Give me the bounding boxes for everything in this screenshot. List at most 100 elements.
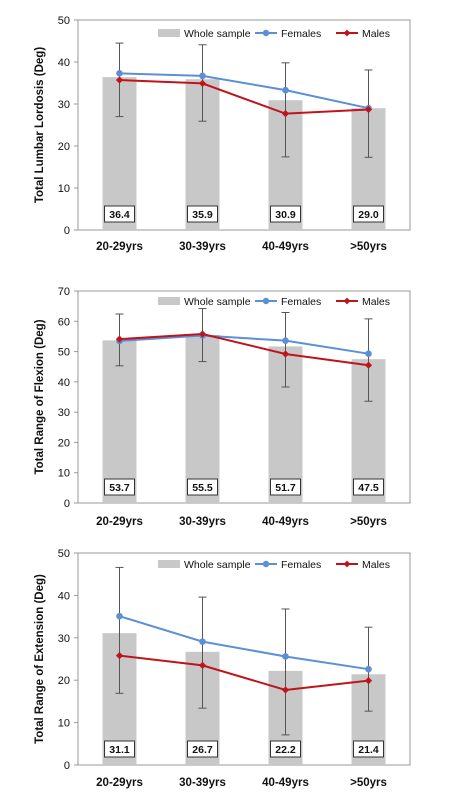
y-tick-label: 10: [58, 468, 70, 480]
y-tick-label: 60: [58, 316, 70, 328]
value-label: 22.2: [275, 744, 296, 756]
series-line-males: [119, 332, 369, 367]
x-tick-label: 20-29yrs: [96, 516, 143, 528]
value-label: 26.7: [192, 744, 213, 756]
legend-label-females: Females: [281, 28, 321, 40]
series-line-males: [119, 79, 369, 115]
point-females: [199, 638, 206, 645]
value-label: 29.0: [358, 209, 379, 221]
y-axis-label: Total Range of Extension (Deg): [34, 574, 46, 744]
x-tick-label: 40-49yrs: [262, 516, 309, 528]
legend-marker-females: [262, 297, 270, 305]
y-tick-label: 20: [58, 437, 70, 449]
x-tick-label: 30-39yrs: [179, 241, 226, 253]
y-tick-label: 40: [58, 57, 70, 69]
y-tick-label: 30: [58, 633, 70, 645]
value-label-box: [353, 205, 384, 223]
chart-lumbar-lordosis: 36.4 35.9 30.9 29.0 0 10 20 30 40 50 20-29yrs 30-39…: [34, 15, 411, 253]
y-tick-label: 30: [58, 99, 70, 111]
x-tick-label: 20-29yrs: [96, 241, 143, 253]
legend-marker-males: [343, 560, 351, 568]
point-males: [281, 110, 290, 118]
y-tick-label: 50: [58, 347, 70, 359]
x-tick-label: 40-49yrs: [262, 241, 309, 253]
plot-frame: [77, 552, 411, 766]
value-label: 36.4: [109, 209, 130, 221]
point-females: [282, 653, 289, 660]
series-line-females: [119, 615, 369, 671]
y-tick-label: 40: [58, 377, 70, 389]
x-tick-label: 30-39yrs: [179, 516, 226, 528]
point-males: [364, 105, 373, 114]
series-line-males: [119, 654, 369, 691]
legend-label-females: Females: [281, 559, 321, 571]
bar-3039yrs: [185, 334, 220, 503]
legend-label-whole-sample: Whole sample: [184, 559, 251, 571]
legend-label-whole-sample: Whole sample: [184, 28, 251, 40]
y-tick-label: 20: [58, 675, 70, 687]
value-label-box: [187, 205, 218, 223]
y-tick-label: 70: [58, 286, 70, 298]
point-males: [115, 652, 124, 660]
value-label: 47.5: [358, 482, 379, 494]
point-females: [282, 86, 289, 94]
value-label-box: [353, 478, 384, 496]
value-label: 53.7: [109, 482, 130, 494]
legend: Whole sample Females Males: [158, 559, 390, 571]
y-tick-label: 0: [64, 760, 70, 772]
value-label-box: [187, 478, 218, 496]
point-males: [198, 79, 207, 88]
legend-swatch-whole-sample: [158, 297, 180, 305]
legend-label-males: Males: [362, 559, 390, 571]
value-label: 31.1: [109, 744, 130, 756]
value-label: 30.9: [275, 209, 296, 221]
legend-label-males: Males: [362, 28, 390, 40]
point-females: [116, 612, 123, 620]
y-tick-label: 50: [58, 548, 70, 560]
legend-swatch-whole-sample: [158, 29, 180, 37]
y-axis-label: Total Lumbar Lordosis (Deg): [34, 47, 46, 203]
y-tick-label: 10: [58, 718, 70, 730]
point-females: [199, 72, 206, 80]
legend-label-whole-sample: Whole sample: [184, 296, 251, 308]
point-males: [198, 661, 207, 669]
value-label-box: [270, 740, 301, 758]
x-tick-label: >50yrs: [350, 516, 387, 528]
x-tick-label: 40-49yrs: [262, 777, 309, 789]
point-males: [115, 76, 124, 84]
y-tick-label: 0: [64, 225, 70, 237]
y-tick-label: 10: [58, 183, 70, 195]
value-label-box: [104, 478, 135, 496]
plot-frame: [77, 290, 411, 504]
series-line-females: [119, 72, 369, 110]
legend-marker-females: [262, 560, 270, 568]
value-label-box: [104, 740, 135, 758]
y-tick-label: 0: [64, 498, 70, 510]
y-tick-label: 30: [58, 407, 70, 419]
y-axis-label: Total Range of Flexion (Deg): [34, 319, 46, 474]
point-females: [116, 70, 123, 77]
x-tick-label: 30-39yrs: [179, 777, 226, 789]
bar-2029yrs: [102, 340, 137, 503]
legend-marker-males: [343, 297, 351, 305]
value-label-box: [353, 740, 384, 758]
value-label: 55.5: [192, 482, 213, 494]
chart-range-of-flexion: 53.7 55.5 51.7 47.5 0 10 20 30 40 50 60 70 20-29yrs 3…: [34, 286, 411, 528]
value-label: 35.9: [192, 209, 213, 221]
value-label-box: [187, 740, 218, 758]
point-males: [115, 335, 124, 343]
value-label-box: [270, 205, 301, 223]
y-tick-label: 50: [58, 15, 70, 27]
plot-frame: [77, 19, 411, 231]
point-males: [364, 361, 373, 369]
value-label: 21.4: [358, 744, 379, 756]
x-tick-label: >50yrs: [350, 241, 387, 253]
value-label-box: [104, 205, 135, 223]
y-tick-label: 20: [58, 141, 70, 153]
point-females: [365, 350, 372, 357]
legend: Whole sample Females Males: [158, 296, 390, 308]
x-tick-label: 20-29yrs: [96, 777, 143, 789]
legend-marker-females: [262, 29, 270, 37]
value-label: 51.7: [275, 482, 296, 494]
